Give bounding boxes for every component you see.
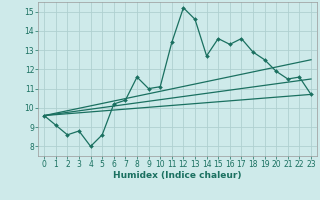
X-axis label: Humidex (Indice chaleur): Humidex (Indice chaleur): [113, 171, 242, 180]
